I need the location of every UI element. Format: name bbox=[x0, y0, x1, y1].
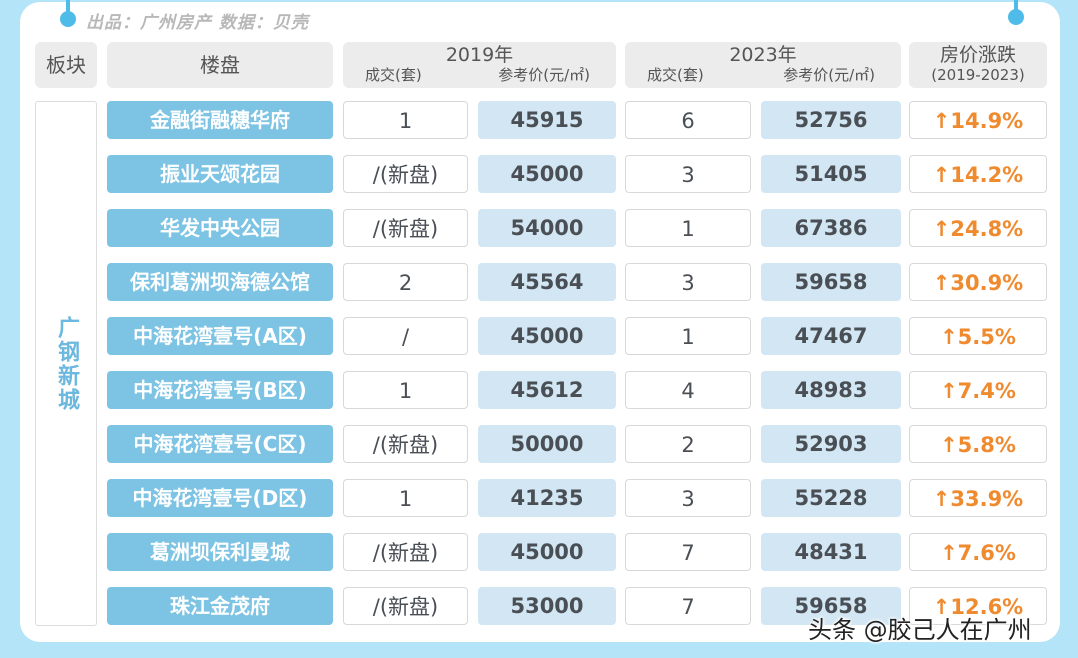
header-project-label: 楼盘 bbox=[200, 53, 240, 77]
header-change: 房价涨跌 (2019-2023) bbox=[909, 42, 1047, 88]
header-2019: 2019年 成交(套) 参考价(元/㎡) bbox=[343, 42, 616, 88]
watermark: 头条 @胶己人在广州 bbox=[808, 616, 1032, 644]
deals-2023: 7 bbox=[625, 587, 751, 625]
header-change-title: 房价涨跌 bbox=[939, 44, 1016, 66]
price-change: ↑33.9% bbox=[909, 479, 1047, 517]
deals-2019: /(新盘) bbox=[343, 155, 468, 193]
table-row: 中海花湾壹号(D区) 1 41235 3 55228 ↑33.9% bbox=[0, 479, 1078, 517]
price-change: ↑30.9% bbox=[909, 263, 1047, 301]
pin-right bbox=[1014, 0, 1018, 14]
price-change: ↑14.2% bbox=[909, 155, 1047, 193]
price-change: ↑14.9% bbox=[909, 101, 1047, 139]
price-change: ↑7.4% bbox=[909, 371, 1047, 409]
deals-2023: 1 bbox=[625, 317, 751, 355]
project-name: 中海花湾壹号(D区) bbox=[107, 479, 333, 517]
deals-2019: 1 bbox=[343, 101, 468, 139]
deals-2023: 7 bbox=[625, 533, 751, 571]
header-project: 楼盘 bbox=[107, 42, 333, 88]
project-name: 华发中央公园 bbox=[107, 209, 333, 247]
header-2019-title: 2019年 bbox=[445, 44, 514, 66]
price-2019: 45612 bbox=[478, 371, 616, 409]
pin-left-dot-icon bbox=[60, 11, 76, 27]
table-row: 珠江金茂府 /(新盘) 53000 7 59658 ↑12.6% bbox=[0, 587, 1078, 625]
deals-2019: /(新盘) bbox=[343, 209, 468, 247]
header-2019-price: 参考价(元/㎡) bbox=[498, 66, 590, 84]
pin-right-dot-icon bbox=[1008, 9, 1024, 25]
deals-2023: 3 bbox=[625, 155, 751, 193]
price-change: ↑7.6% bbox=[909, 533, 1047, 571]
table-row: 中海花湾壹号(C区) /(新盘) 50000 2 52903 ↑5.8% bbox=[0, 425, 1078, 463]
table-row: 金融街融穗华府 1 45915 6 52756 ↑14.9% bbox=[0, 101, 1078, 139]
price-2023: 59658 bbox=[761, 587, 901, 625]
price-2023: 47467 bbox=[761, 317, 901, 355]
deals-2019: 2 bbox=[343, 263, 468, 301]
project-name: 保利葛洲坝海德公馆 bbox=[107, 263, 333, 301]
project-name: 葛洲坝保利曼城 bbox=[107, 533, 333, 571]
project-name: 振业天颂花园 bbox=[107, 155, 333, 193]
deals-2019: /(新盘) bbox=[343, 533, 468, 571]
deals-2023: 6 bbox=[625, 101, 751, 139]
project-name: 金融街融穗华府 bbox=[107, 101, 333, 139]
price-2023: 51405 bbox=[761, 155, 901, 193]
deals-2019: / bbox=[343, 317, 468, 355]
price-change: ↑24.8% bbox=[909, 209, 1047, 247]
price-2023: 52756 bbox=[761, 101, 901, 139]
header-change-sub: (2019-2023) bbox=[931, 66, 1025, 84]
price-2023: 48431 bbox=[761, 533, 901, 571]
price-2019: 45000 bbox=[478, 155, 616, 193]
price-2019: 45000 bbox=[478, 533, 616, 571]
table-row: 华发中央公园 /(新盘) 54000 1 67386 ↑24.8% bbox=[0, 209, 1078, 247]
table-row: 中海花湾壹号(A区) / 45000 1 47467 ↑5.5% bbox=[0, 317, 1078, 355]
header-2023: 2023年 成交(套) 参考价(元/㎡) bbox=[625, 42, 901, 88]
table-row: 保利葛洲坝海德公馆 2 45564 3 59658 ↑30.9% bbox=[0, 263, 1078, 301]
header-region-label: 板块 bbox=[46, 53, 86, 77]
deals-2019: /(新盘) bbox=[343, 587, 468, 625]
price-2023: 55228 bbox=[761, 479, 901, 517]
deals-2023: 4 bbox=[625, 371, 751, 409]
deals-2023: 3 bbox=[625, 479, 751, 517]
project-name: 中海花湾壹号(C区) bbox=[107, 425, 333, 463]
deals-2019: 1 bbox=[343, 371, 468, 409]
table-row: 中海花湾壹号(B区) 1 45612 4 48983 ↑7.4% bbox=[0, 371, 1078, 409]
price-2019: 41235 bbox=[478, 479, 616, 517]
price-2019: 50000 bbox=[478, 425, 616, 463]
deals-2023: 1 bbox=[625, 209, 751, 247]
project-name: 中海花湾壹号(B区) bbox=[107, 371, 333, 409]
region-cell: 广钢新城 bbox=[35, 101, 97, 626]
header-region: 板块 bbox=[35, 42, 97, 88]
deals-2023: 3 bbox=[625, 263, 751, 301]
deals-2023: 2 bbox=[625, 425, 751, 463]
price-2023: 59658 bbox=[761, 263, 901, 301]
header-2019-deals: 成交(套) bbox=[365, 66, 422, 84]
header-2023-deals: 成交(套) bbox=[647, 66, 704, 84]
region-name: 广钢新城 bbox=[54, 315, 79, 412]
price-change: ↑5.8% bbox=[909, 425, 1047, 463]
price-2019: 45915 bbox=[478, 101, 616, 139]
deals-2019: /(新盘) bbox=[343, 425, 468, 463]
price-change: ↑5.5% bbox=[909, 317, 1047, 355]
price-change: ↑12.6% bbox=[909, 587, 1047, 625]
credit-line: 出品：广州房产 数据：贝壳 bbox=[86, 13, 309, 33]
header-2023-title: 2023年 bbox=[729, 44, 797, 66]
price-2019: 53000 bbox=[478, 587, 616, 625]
price-2019: 45000 bbox=[478, 317, 616, 355]
header-2023-price: 参考价(元/㎡) bbox=[783, 66, 875, 84]
price-2023: 48983 bbox=[761, 371, 901, 409]
price-2019: 54000 bbox=[478, 209, 616, 247]
price-2023: 67386 bbox=[761, 209, 901, 247]
pin-left bbox=[66, 0, 70, 14]
price-2019: 45564 bbox=[478, 263, 616, 301]
price-2023: 52903 bbox=[761, 425, 901, 463]
deals-2019: 1 bbox=[343, 479, 468, 517]
table-row: 葛洲坝保利曼城 /(新盘) 45000 7 48431 ↑7.6% bbox=[0, 533, 1078, 571]
table-row: 振业天颂花园 /(新盘) 45000 3 51405 ↑14.2% bbox=[0, 155, 1078, 193]
project-name: 中海花湾壹号(A区) bbox=[107, 317, 333, 355]
project-name: 珠江金茂府 bbox=[107, 587, 333, 625]
